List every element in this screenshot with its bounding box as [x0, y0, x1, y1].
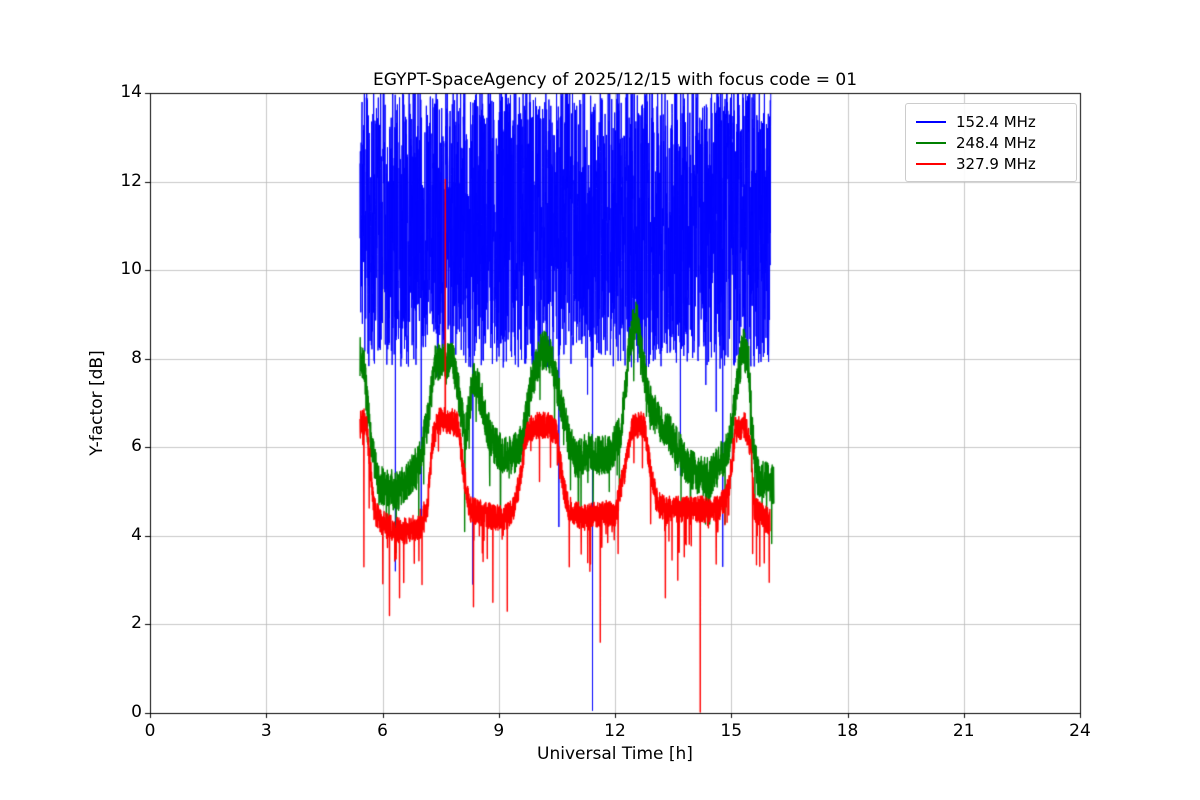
x-tick-label: 9: [493, 721, 505, 741]
x-tick-label: 0: [144, 721, 156, 741]
legend-label: 327.9 MHz: [956, 154, 1036, 173]
x-tick-label: 12: [604, 721, 626, 741]
y-tick-label: 14: [120, 82, 142, 102]
legend-label: 248.4 MHz: [956, 133, 1036, 152]
legend: 152.4 MHz 248.4 MHz 327.9 MHz: [905, 103, 1077, 182]
y-tick-label: 8: [131, 347, 142, 368]
legend-item: 152.4 MHz: [916, 111, 1066, 132]
x-tick-label: 15: [720, 721, 743, 741]
y-tick-label: 6: [131, 436, 142, 457]
x-tick-label: 6: [377, 721, 388, 741]
legend-swatch-green: [916, 141, 946, 144]
y-tick-label: 2: [131, 613, 142, 634]
legend-swatch-red: [916, 162, 946, 165]
legend-item: 327.9 MHz: [916, 153, 1066, 174]
legend-label: 152.4 MHz: [956, 112, 1036, 131]
chart-title: EGYPT-SpaceAgency of 2025/12/15 with foc…: [372, 70, 858, 90]
x-tick-label: 3: [260, 721, 272, 741]
x-tick-label: 18: [836, 721, 859, 741]
legend-swatch-blue: [916, 120, 946, 123]
y-tick-label: 0: [131, 702, 142, 722]
y-tick-label: 12: [120, 170, 142, 191]
legend-item: 248.4 MHz: [916, 132, 1066, 153]
x-tick-label: 24: [1069, 721, 1091, 741]
y-tick-label: 4: [131, 524, 142, 545]
x-tick-label: 21: [952, 721, 975, 741]
x-axis-label: Universal Time [h]: [537, 744, 693, 764]
y-tick-label: 10: [120, 259, 142, 280]
